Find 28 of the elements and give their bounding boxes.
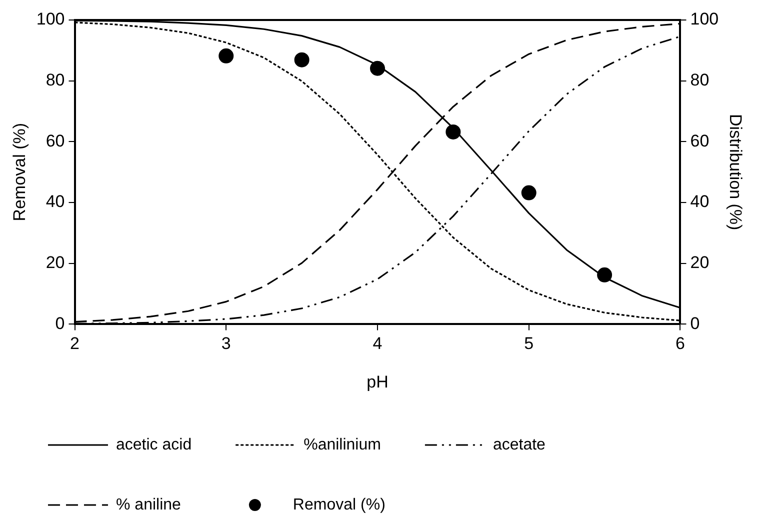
y2-axis-title: Distribution (%): [726, 114, 746, 230]
y-tick-label: 100: [36, 10, 65, 29]
y2-tick-label: 60: [690, 131, 710, 150]
legend-label: Removal (%): [292, 496, 386, 514]
x-axis-title: pH: [366, 372, 388, 392]
legend-label: % aniline: [116, 496, 182, 514]
point: [294, 52, 310, 68]
y2-tick-label: 0: [690, 314, 700, 333]
legend-label: acetate: [492, 436, 546, 454]
x-tick-label: 5: [524, 334, 534, 354]
x-tick-label: 2: [70, 334, 80, 354]
y-tick-label: 60: [46, 131, 65, 150]
y-tick-label: 20: [46, 253, 65, 272]
y2-tick-label: 40: [690, 192, 710, 212]
point: [521, 185, 536, 200]
x-tick-label: 6: [676, 334, 685, 354]
y2-tick-label: 20: [690, 253, 710, 272]
y2-tick-label: 100: [690, 10, 719, 29]
y-tick-label: 40: [46, 192, 65, 212]
x-tick-label: 3: [221, 334, 231, 354]
y-tick-label: 0: [55, 314, 65, 333]
y2-tick-label: 80: [690, 70, 710, 90]
y-tick-label: 80: [46, 70, 65, 90]
legend-label: acetic acid: [116, 436, 192, 454]
legend-label: %anilinium: [304, 436, 381, 454]
y-axis-title: Removal (%): [10, 122, 29, 222]
point: [218, 48, 234, 64]
x-tick-label: 4: [372, 334, 382, 354]
